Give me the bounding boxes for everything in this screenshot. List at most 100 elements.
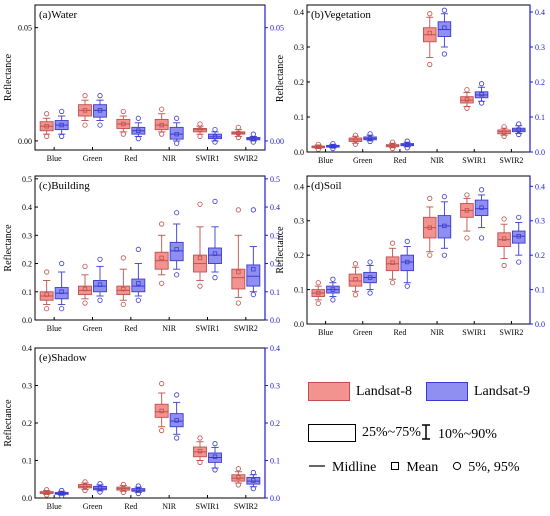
- box-l9: [131, 483, 146, 497]
- outlier-p95: [212, 441, 218, 447]
- outlier-p5: [464, 105, 470, 111]
- mean-marker: [316, 144, 321, 149]
- mean-marker: [405, 259, 410, 265]
- legend-l9-label: Landsat-9: [474, 383, 530, 399]
- legend-whisker-label: 10%~90%: [438, 426, 497, 442]
- outlier-p95: [59, 487, 65, 494]
- legend-l9-swatch: [426, 382, 468, 401]
- outlier-p95: [174, 392, 180, 398]
- legend-mean-label: Mean: [406, 460, 439, 475]
- outlier-p5: [97, 297, 103, 303]
- outlier-p95: [501, 216, 507, 222]
- mean-marker: [330, 287, 336, 292]
- box-l9: [474, 81, 489, 106]
- y-tick-label: 0.2: [294, 78, 304, 87]
- outlier-p5: [197, 459, 203, 465]
- x-tick-label: Red: [393, 328, 406, 337]
- outlier-p95: [315, 280, 321, 286]
- box-l8: [311, 280, 326, 306]
- mean-marker: [501, 129, 507, 134]
- box-l8: [78, 93, 92, 128]
- legend: Landsat-8 Landsat-9 25%~75% 10%~90% Midl…: [300, 372, 545, 502]
- y-tick-label: 0.5: [22, 175, 32, 184]
- right-tick-label: 0.3: [270, 231, 280, 240]
- mean-marker: [159, 255, 164, 261]
- mean-marker: [197, 255, 203, 261]
- iqr-box: [169, 126, 184, 140]
- legend-l8-row: Landsat-8: [308, 382, 412, 401]
- mean-marker: [174, 131, 179, 137]
- box-l9: [437, 194, 452, 258]
- outlier-p95: [159, 381, 165, 387]
- outlier-p5: [367, 138, 373, 145]
- iqr-box: [193, 128, 207, 133]
- x-tick-label: SWIR2: [234, 154, 258, 163]
- iqr-box: [154, 403, 169, 418]
- x-tick-label: NIR: [162, 502, 176, 511]
- mean-marker: [121, 286, 126, 292]
- x-tick-label: Green: [83, 154, 103, 163]
- outlier-p95: [212, 127, 218, 133]
- legend-marks-row: Midline Mean 5%, 95%: [308, 460, 520, 476]
- iqr-box: [169, 413, 184, 428]
- outlier-p5: [44, 306, 50, 312]
- box-l8: [231, 207, 246, 306]
- outlier-p5: [404, 145, 410, 151]
- mean-marker: [501, 236, 507, 241]
- mean-marker: [236, 475, 241, 480]
- outlier-p5: [135, 490, 141, 497]
- outlier-p95: [404, 138, 410, 144]
- iqr-box: [437, 215, 452, 239]
- legend-l9-row: Landsat-9: [426, 382, 530, 401]
- mean-marker: [44, 292, 49, 297]
- mean-marker: [390, 143, 395, 148]
- mean-marker: [390, 260, 395, 265]
- box-l9: [54, 260, 69, 312]
- right-tick-label: 0.2: [535, 251, 545, 260]
- outlier-p5: [235, 482, 241, 488]
- outlier-p95: [250, 469, 256, 476]
- legend-iqr-label: 25%~75%: [362, 425, 421, 440]
- iqr-box: [231, 268, 246, 290]
- x-tick-label: SWIR1: [196, 324, 220, 333]
- x-tick-label: Blue: [47, 324, 63, 333]
- y-axis-label: Reflectance: [275, 226, 286, 274]
- outlier-p5: [315, 146, 321, 152]
- x-tick-label: Red: [124, 154, 137, 163]
- outlier-p5: [516, 259, 522, 265]
- x-tick-label: SWIR1: [196, 154, 220, 163]
- box-l8: [78, 263, 92, 306]
- box-l9: [246, 131, 261, 145]
- y-tick-label: 0.3: [22, 382, 32, 391]
- y-tick-label: 0.3: [294, 43, 304, 52]
- x-tick-label: NIR: [162, 324, 176, 333]
- panel-5: (e)Shadow 0.0 0.0 0.1 0.1 0.2 0.2 0.3 0.3 0.4 0.4 R…: [3, 344, 280, 511]
- box-l9: [93, 256, 107, 303]
- outlier-p95: [516, 121, 522, 127]
- box-l9: [208, 127, 222, 145]
- right-tick-label: 0.1: [535, 113, 545, 122]
- x-tick-label: Red: [124, 324, 137, 333]
- box-l8: [193, 121, 207, 140]
- box-l8: [193, 435, 207, 465]
- x-tick-label: SWIR1: [462, 156, 486, 165]
- x-tick-label: SWIR2: [234, 502, 258, 511]
- mean-marker: [367, 275, 373, 280]
- mean-marker: [251, 136, 256, 141]
- panel-title: (b)Vegetation: [311, 9, 371, 21]
- mean-marker: [464, 97, 470, 102]
- right-tick-label: 0.3: [535, 43, 545, 52]
- outlier-p95: [44, 111, 50, 117]
- y-tick-label: 0.4: [294, 182, 304, 191]
- legend-l8-label: Landsat-8: [356, 383, 412, 399]
- box-l9: [54, 487, 69, 499]
- outlier-p95: [120, 481, 126, 488]
- mean-marker: [59, 289, 64, 294]
- box-l8: [116, 255, 131, 308]
- mean-marker: [212, 134, 218, 140]
- mean-marker: [236, 269, 241, 275]
- outlier-p95: [352, 261, 359, 267]
- outlier-p5: [120, 301, 126, 308]
- mean-marker: [174, 418, 179, 423]
- mean-marker: [97, 108, 103, 113]
